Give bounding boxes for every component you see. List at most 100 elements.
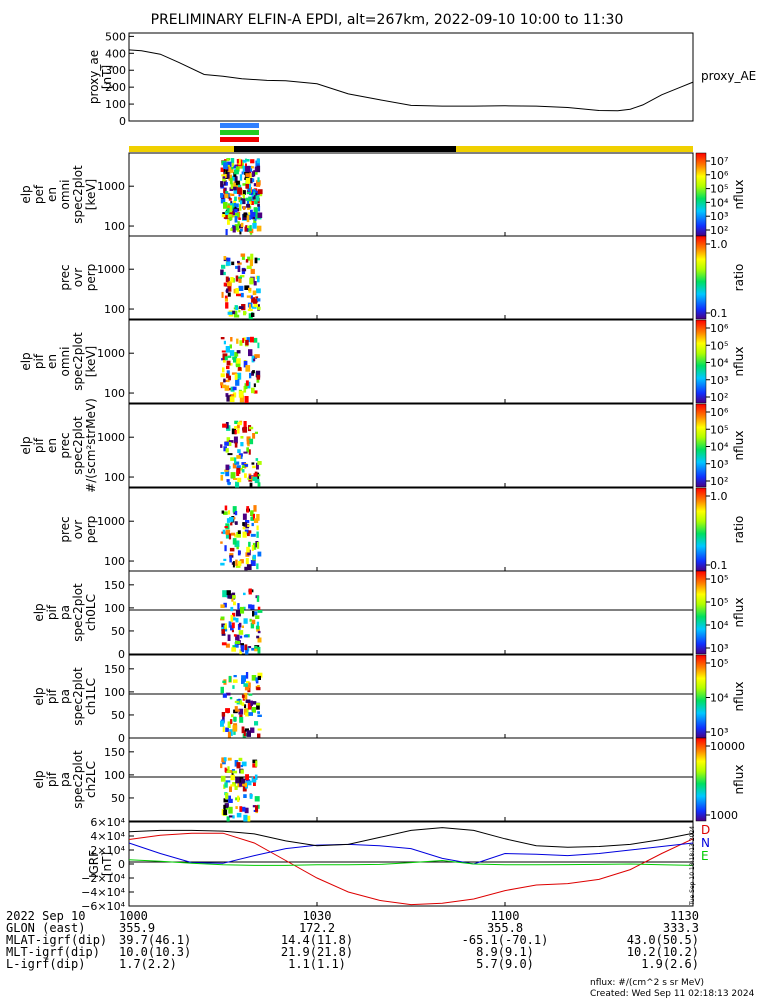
colorbar-tick-label: 10⁴ [710,692,729,705]
spectrogram-ylabel-line: spec2plot [71,667,85,726]
spectrogram-ytick-label: 50 [111,709,125,722]
colorbar-tick-label: 10⁴ [710,357,729,370]
spectrogram-ytick-label: 0 [118,648,125,661]
colorbar-tick-label: 10000 [710,740,745,753]
spectrogram-ytick-label: 100 [104,220,125,233]
spectrogram-ytick-label: 100 [104,387,125,400]
spectrogram-cells [220,420,262,489]
colorbar-tick-label: 10⁵ [710,183,728,196]
footer-row-value: -65.1(-70.1) [462,933,549,947]
colorbar-label: nflux [732,431,746,461]
footer-row-value: 1130 [670,909,699,923]
footer-row-value: 21.9(21.8) [281,945,353,959]
ae-ytick-label: 300 [105,64,126,77]
spectrogram-ylabel-line: spec2plot [71,332,85,391]
colorbar-label: ratio [732,264,746,292]
ae-ytick-label: 100 [105,98,126,111]
footer-row-value: 39.7(46.1) [119,933,191,947]
ae-legend: proxy_AE [701,69,756,83]
colorbar-label: nflux [732,347,746,377]
spectrogram-ylabel-line: perp [84,264,98,292]
igrf-line-D [128,832,694,906]
ae-panel: 500 400 300 200 100 0 proxy_ae [nT] proxy_AE [87,30,756,128]
spectrogram-ylabel-line: prec [58,432,72,458]
spectrogram-ylabel-line: ch1LC [84,678,98,715]
igrf-legend-D: D [701,823,710,837]
colorbar-tick-label: 10⁶ [710,406,729,419]
spectrogram-ylabel-line: prec [58,264,72,290]
spectrogram-ylabel-line: ch2LC [84,761,98,798]
footer-row-label: MLT-igrf(dip) [6,945,100,959]
footer-row-value: 14.4(11.8) [281,933,353,947]
spectrogram-prec-ovr-perp-1: 1000 100 prec ovr perp [58,235,694,320]
spectrogram-ytick-label: 1000 [97,263,125,276]
spectrogram-ylabel-line: prec [58,516,72,542]
igrf-ytick-label: 4×10⁴ [90,830,125,843]
spectrogram-ylabel-line: pif [45,688,59,704]
colorbar-tick-label: 1.0 [710,238,728,251]
footer-row-value: 1.1(1.1) [288,957,346,971]
spectrogram-cells [220,253,261,320]
colorbar-prec-ovr-perp-1: 1.0 0.1 ratio [695,235,746,320]
spectrogram-ytick-label: 1000 [97,347,125,360]
footer-row-value: 355.8 [487,921,523,935]
spectrogram-cells [220,672,263,739]
igrf-line-N [128,842,694,865]
footer-row-value: 43.0(50.5) [627,933,699,947]
green-zone-bar [220,130,259,135]
ae-ylabel-line: proxy_ae [87,50,101,104]
igrf-legend-N: N [701,836,710,850]
colorbar-tick-label: 10⁵ [710,423,728,436]
colorbar-tick-label: 10² [710,391,728,404]
ae-ylabel: proxy_ae [nT] [87,50,114,104]
spectrogram-elp-pif-en-omni: 1000 100 elp pif en omni spec2plot [keV] [19,319,694,404]
spectrogram-ylabel-line: spec2plot [71,416,85,475]
spectrogram-ylabel-line: elp [19,352,33,370]
colorbar-label: nflux [732,682,746,712]
footer-row-value: 1030 [303,909,332,923]
ae-ytick-label: 500 [105,30,126,43]
footer-row-label: 2022 Sep 10 [6,909,85,923]
igrf-ytick-label: −4×10⁴ [81,886,125,899]
colorbar-elp-pif-en-omni: 10⁶ 10⁵ 10⁴ 10³ 10² nflux [695,319,746,404]
spectrogram-ytick-label: 1000 [97,515,125,528]
footer-row-label: L-igrf(dip) [6,957,85,971]
colorbar-tick-label: 10² [710,224,728,237]
igrf-ylabel-line: [nT] [100,852,114,876]
colorbar-tick-label: 10⁷ [710,155,728,168]
igrf-ytick-label: 6×10⁴ [90,816,125,829]
igrf-ytick-label: −6×10⁴ [81,900,125,913]
spectrogram-ylabel-line: en [45,187,59,202]
spectrogram-cells [220,505,262,571]
colorbar-elp-pif-en-prec: 10⁶ 10⁵ 10⁴ 10³ 10² nflux [695,403,746,488]
colorbar-elp-pif-pa-ch0LC: 10⁵ 10⁵ 10⁴ 10³ nflux [695,570,746,655]
ae-ytick-label: 400 [105,47,126,60]
plot-title: PRELIMINARY ELFIN-A EPDI, alt=267km, 202… [151,12,624,28]
colorbar-tick-label: 10⁵ [710,573,728,586]
colorbar-label: nflux [732,598,746,628]
spectrogram-ytick-label: 100 [104,303,125,316]
science-zone-indicators [129,123,693,152]
spectrogram-elp-pif-en-prec: 1000 100 elp pif en prec spec2plot #/(scm²strMe… [19,398,694,493]
igrf-legend-E: E [701,849,709,863]
footer-row-value: 333.3 [663,921,699,935]
ephemeris-footer: 2022 Sep 10 1000 1030 1100 1130 GLON (east) 35… [6,909,699,971]
spectrogram-ylabel-line: perp [84,516,98,544]
colorbar-tick-label: 10⁵ [710,596,728,609]
side-stamp: Tue Sep 10 18:18:13 2024 [689,826,696,906]
spectrogram-ytick-label: 150 [104,746,125,759]
footer-row-value: 10.0(10.3) [119,945,191,959]
colorbar-prec-ovr-perp-2: 1.0 0.1 ratio [695,487,746,572]
footer-row-value: 5.7(9.0) [476,957,534,971]
spectrogram-ytick-label: 100 [104,769,125,782]
footer-row-value: 10.2(10.2) [627,945,699,959]
spectrogram-ylabel-line: [keV] [84,346,98,377]
colorbar-tick-label: 0.1 [710,307,728,320]
colorbar-tick-label: 10³ [710,374,728,387]
colorbar-tick-label: 10⁴ [710,196,729,209]
spectrogram-ylabel-line: omni [58,180,72,210]
spectrogram-ylabel-line: elp [32,687,46,705]
